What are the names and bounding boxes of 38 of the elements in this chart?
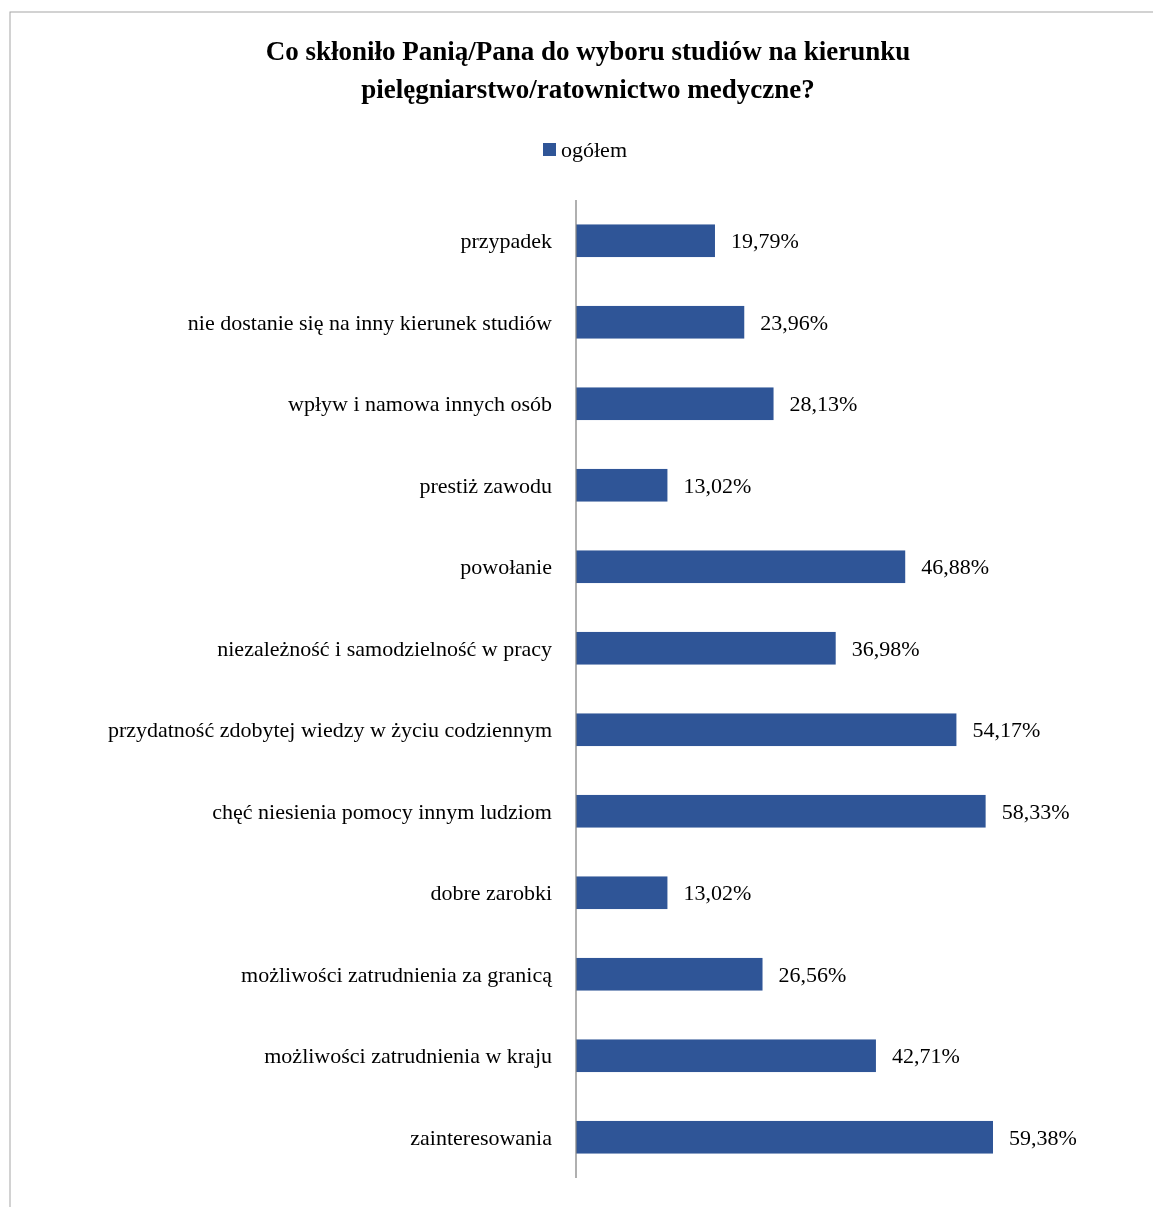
data-label: 13,02% [683, 472, 752, 498]
bar [576, 387, 774, 421]
data-label: 19,79% [730, 228, 799, 254]
bar [576, 550, 906, 584]
y-tick-label: przypadek [460, 228, 552, 254]
data-label: 36,98% [851, 635, 920, 661]
chart-title: Co skłoniło Panią/Pana do wyboru studiów na kierunku pielęgniarstwo/ratownictwo medyczne? [265, 36, 911, 104]
bar [576, 1120, 993, 1154]
bar [576, 224, 715, 258]
y-tick-label: prestiż zawodu [419, 472, 552, 498]
data-label: 59,38% [1009, 1124, 1077, 1150]
y-tick-label: zainteresowania [410, 1124, 553, 1150]
data-label: 46,88% [921, 554, 990, 580]
data-label: 23,96% [760, 309, 829, 335]
y-tick-label: powołanie [460, 554, 552, 580]
bar [576, 713, 957, 747]
data-label: 13,02% [683, 880, 752, 906]
bar [576, 794, 986, 828]
y-tick-label: możliwości zatrudnienia w kraju [264, 1043, 552, 1069]
data-label: 42,71% [891, 1043, 960, 1069]
bar [576, 957, 763, 991]
data-label: 28,13% [789, 391, 858, 417]
bar [576, 1039, 876, 1073]
legend-label: ogółem [561, 137, 627, 162]
y-tick-label: wpływ i namowa innych osób [288, 391, 552, 417]
bar [576, 631, 836, 665]
bar [576, 876, 668, 910]
data-label: 26,56% [778, 961, 847, 987]
y-tick-label: możliwości zatrudnienia za granicą [241, 961, 553, 987]
y-tick-label: chęć niesienia pomocy innym ludziom [212, 798, 552, 824]
y-tick-label: niezależność i samodzielność w pracy [217, 635, 552, 661]
data-label: 58,33% [1001, 798, 1070, 824]
bar [576, 468, 668, 502]
y-tick-label: przydatność zdobytej wiedzy w życiu codziennym [107, 717, 552, 743]
y-tick-label: dobre zarobki [430, 880, 552, 906]
data-label: 54,17% [972, 717, 1041, 743]
y-tick-label: nie dostanie się na inny kierunek studiów [187, 309, 553, 335]
bar [576, 305, 745, 339]
